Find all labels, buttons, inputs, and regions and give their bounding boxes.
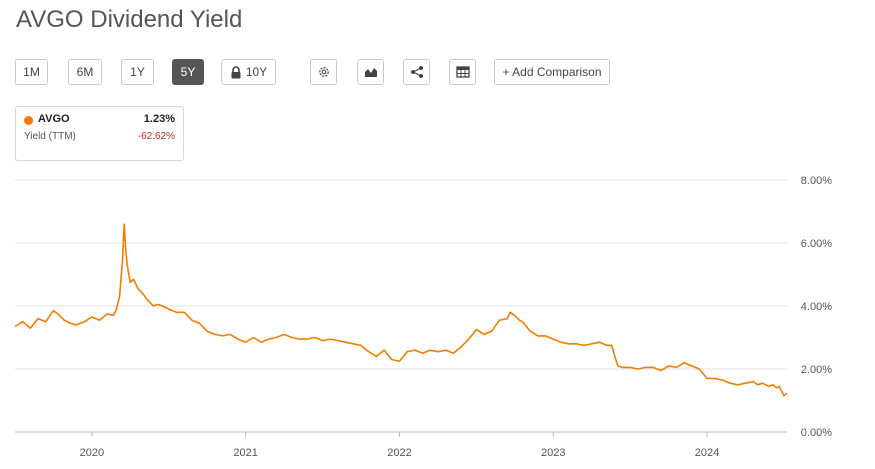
range-1m-button[interactable]: 1M	[15, 59, 48, 85]
add-comparison-label: + Add Comparison	[502, 65, 602, 79]
chart-type-button[interactable]	[357, 59, 384, 85]
chart-type-icon	[364, 68, 377, 77]
settings-icon	[318, 67, 329, 77]
page-title: AVGO Dividend Yield	[16, 6, 243, 33]
range-label: 1Y	[130, 65, 145, 79]
table-icon	[455, 66, 470, 78]
legend-metric: Yield (TTM)	[24, 131, 76, 142]
range-1y-button[interactable]: 1Y	[121, 59, 154, 85]
y-tick-label: 4.00%	[801, 301, 832, 313]
y-tick-label: 6.00%	[801, 238, 832, 250]
x-tick-label: 2024	[695, 447, 719, 459]
range-6m-button[interactable]: 6M	[68, 59, 102, 85]
x-tick-label: 2020	[80, 447, 104, 459]
series-layer	[14, 223, 788, 397]
x-tick-label: 2022	[387, 447, 411, 459]
lock-icon	[231, 65, 241, 78]
legend-card: AVGO Yield (TTM) 1.23% -62.62%	[15, 106, 184, 161]
legend-change: -62.62%	[137, 131, 175, 142]
y-tick-label: 2.00%	[801, 364, 832, 376]
y-tick-label: 8.00%	[801, 175, 832, 187]
add-comparison-button[interactable]: + Add Comparison	[494, 59, 610, 85]
share-icon	[410, 66, 423, 78]
chart-grid	[15, 179, 787, 433]
x-axis: 2020 2021 2022 2023 2024	[15, 431, 787, 459]
share-button[interactable]	[403, 59, 430, 85]
x-tick-label: 2023	[541, 447, 565, 459]
series-line-avgo	[14, 223, 788, 397]
table-button[interactable]	[449, 59, 476, 85]
y-tick-label: 0.00%	[801, 427, 832, 439]
y-axis: 0.00% 2.00% 4.00% 6.00% 8.00%	[801, 175, 832, 439]
legend-ticker: AVGO	[38, 113, 70, 125]
range-label: 1M	[23, 65, 40, 79]
range-label: 5Y	[180, 65, 196, 79]
x-tick-label: 2021	[233, 447, 257, 459]
range-label: 10Y	[245, 65, 268, 79]
series-color-dot	[24, 116, 33, 125]
settings-button[interactable]	[310, 59, 337, 85]
legend-value: 1.23%	[143, 113, 175, 125]
range-10y-button[interactable]: 10Y	[221, 59, 276, 85]
range-5y-button[interactable]: 5Y	[172, 59, 204, 85]
range-label: 6M	[76, 65, 94, 79]
